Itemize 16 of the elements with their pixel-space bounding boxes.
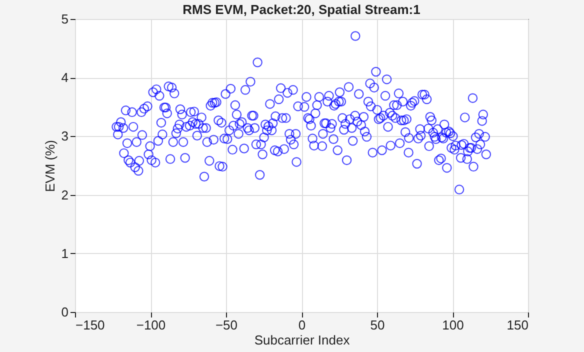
y-tick-label: 3 bbox=[61, 128, 68, 144]
y-tick-label: 5 bbox=[61, 12, 68, 26]
y-axis-title: EVM (%) bbox=[42, 140, 58, 192]
x-tick-label: −50 bbox=[215, 318, 238, 332]
x-tick-label: 50 bbox=[370, 318, 385, 332]
y-tick-label: 4 bbox=[61, 70, 68, 86]
x-tick-label: −150 bbox=[76, 318, 105, 332]
x-tick-label: 0 bbox=[298, 318, 306, 332]
x-tick-label: −100 bbox=[136, 318, 166, 332]
y-tick-label: 2 bbox=[61, 187, 68, 202]
y-tick-label: 1 bbox=[61, 246, 68, 261]
chart-title: RMS EVM, Packet:20, Spatial Stream:1 bbox=[182, 2, 420, 17]
x-axis-title: Subcarrier Index bbox=[254, 332, 350, 348]
x-tick-label: 100 bbox=[442, 318, 464, 332]
y-tick-label: 0 bbox=[61, 304, 68, 320]
x-tick-label: 150 bbox=[506, 318, 528, 332]
